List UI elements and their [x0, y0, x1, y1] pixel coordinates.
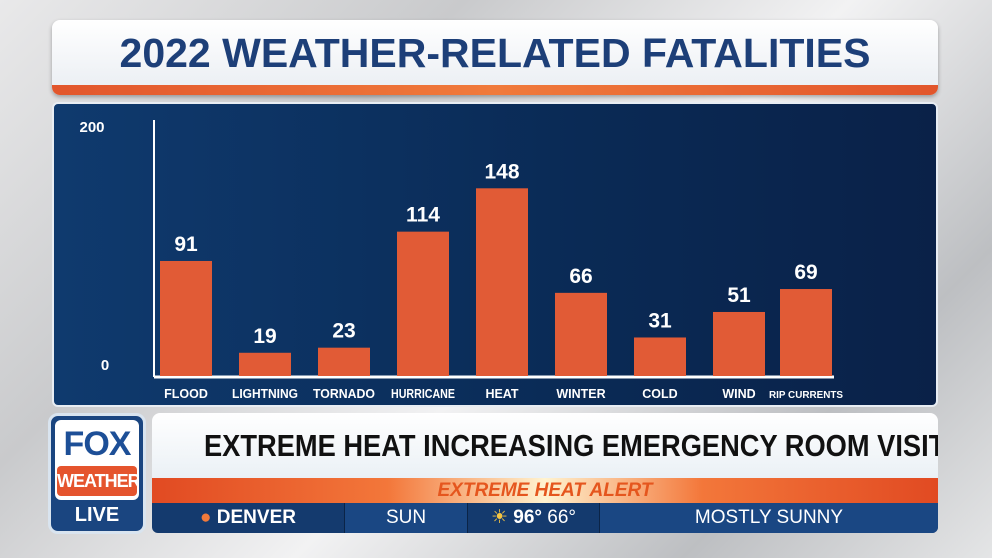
partly-sunny-icon: ☀ [490, 507, 508, 528]
x-tick-label: COLD [642, 387, 677, 401]
y-tick-label: 0 [101, 357, 109, 374]
bar-rip-currents [780, 289, 832, 376]
condition: MOSTLY SUNNY [600, 503, 938, 533]
chart-title-container: 2022 WEATHER-RELATED FATALITIES [52, 28, 938, 78]
weather-info-bar: ● DENVER SUN ☀ 96° 66° MOSTLY SUNNY [152, 503, 938, 533]
x-tick-label: RIP CURRENTS [769, 389, 843, 401]
bar-tornado [318, 347, 370, 376]
chart-panel: 200 0 91 FLOOD 19 LIGHTNING 23 TORNADO 114 HURRIC… [52, 102, 938, 407]
chart-title-panel: 2022 WEATHER-RELATED FATALITIES [52, 20, 938, 95]
x-tick-label: TORNADO [313, 387, 375, 401]
title-accent-stripe [52, 85, 938, 95]
data-label: 66 [569, 265, 592, 288]
logo-fox: FOX [63, 425, 132, 463]
data-label: 114 [406, 204, 440, 227]
temperatures: ☀ 96° 66° [468, 503, 600, 533]
low-temp: 66° [547, 507, 577, 528]
data-label: 148 [484, 160, 519, 183]
logo-weather-container: WEATHER [57, 466, 137, 496]
y-tick-label: 200 [79, 119, 104, 136]
fox-weather-logo: FOX WEATHER LIVE [48, 413, 146, 534]
high-temp: 96° [513, 507, 543, 528]
alert-banner: EXTREME HEAT ALERT [152, 478, 938, 503]
x-tick-label: FLOOD [164, 387, 208, 401]
location-name: DENVER [216, 507, 296, 528]
bar-heat [476, 188, 528, 376]
bar-flood [160, 260, 212, 376]
chart-title: 2022 WEATHER-RELATED FATALITIES [119, 30, 871, 76]
bar-hurricane [397, 231, 449, 376]
bar-wind [713, 311, 765, 376]
live-badge: LIVE [74, 504, 120, 526]
bar-lightning [239, 352, 291, 376]
data-label: 19 [253, 325, 276, 348]
data-label: 23 [332, 320, 355, 343]
x-tick-label: HURRICANE [391, 387, 455, 401]
bar-cold [634, 337, 686, 376]
bar-chart: 200 0 91 FLOOD 19 LIGHTNING 23 TORNADO 114 HURRIC… [79, 119, 843, 401]
x-tick-label: HEAT [485, 387, 518, 401]
x-tick-label: WINTER [556, 387, 605, 401]
data-label: 51 [727, 284, 751, 307]
logo-weather: WEATHER [57, 471, 137, 491]
data-label: 69 [794, 261, 817, 284]
headline: EXTREME HEAT INCREASING EMERGENCY ROOM V… [203, 428, 938, 463]
forecast-day: SUN [345, 503, 468, 533]
headline-container: EXTREME HEAT INCREASING EMERGENCY ROOM V… [152, 413, 938, 479]
bar-winter [555, 292, 607, 376]
map-pin-icon: ● [200, 507, 212, 528]
x-tick-label: LIGHTNING [232, 387, 298, 401]
data-label: 91 [174, 233, 198, 256]
location: ● DENVER [152, 503, 345, 533]
x-tick-label: WIND [722, 387, 755, 401]
data-label: 31 [648, 309, 672, 332]
